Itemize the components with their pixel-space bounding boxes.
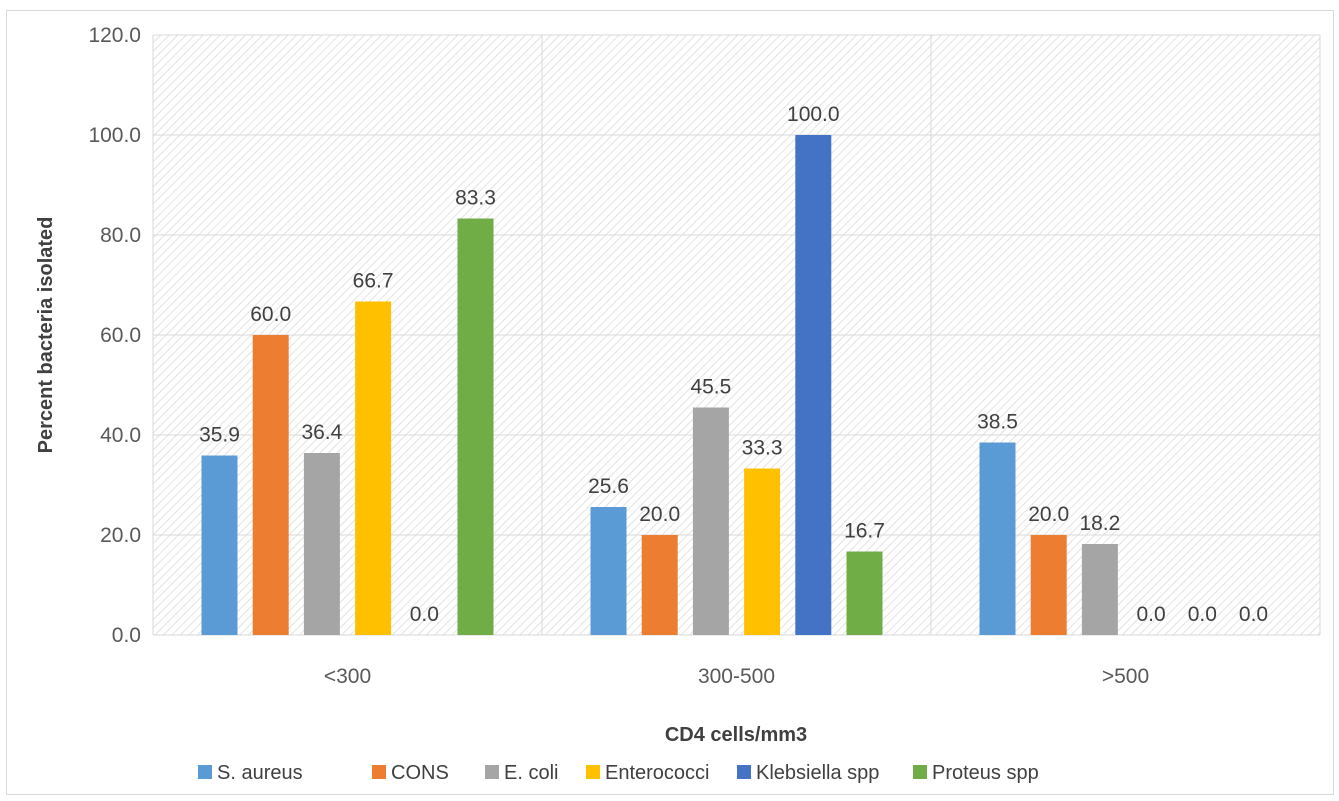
data-label: 18.2 [1079,512,1120,535]
data-label: 0.0 [1136,603,1165,626]
bar [846,551,883,635]
bar [641,535,678,635]
legend-swatch [198,765,212,779]
legend-swatch [586,765,600,779]
legend-label: Klebsiella spp [756,762,879,784]
x-tick-label: <300 [324,665,371,688]
legend-swatch [485,765,499,779]
data-label: 60.0 [250,303,291,326]
legend-label: S. aureus [217,762,303,784]
y-tick-label: 100.0 [88,124,141,147]
legend-swatch [372,765,386,779]
bar [979,442,1016,635]
data-label: 20.0 [1028,503,1069,526]
y-axis-ticks: 0.0 20.0 40.0 60.0 80.0 100.0 120.0 [88,24,141,647]
data-label: 36.4 [301,421,342,444]
x-tick-label: 300-500 [698,665,775,688]
data-label: 25.6 [588,475,629,498]
bar [1030,535,1067,635]
data-label: 100.0 [787,103,840,126]
legend-label: CONS [391,762,449,784]
bar [744,468,781,635]
data-label: 16.7 [844,520,885,543]
bar [795,135,832,635]
data-label: 0.0 [410,603,439,626]
data-label: 0.0 [1239,603,1268,626]
y-tick-label: 80.0 [100,224,141,247]
y-axis-title: Percent bacteria isolated [35,217,57,454]
y-tick-label: 40.0 [100,424,141,447]
bar [252,335,289,635]
data-label: 35.9 [199,424,240,447]
data-label: 45.5 [690,376,731,399]
y-tick-label: 20.0 [100,524,141,547]
data-label: 20.0 [639,503,680,526]
data-label: 66.7 [353,270,394,293]
bar [303,453,340,635]
y-tick-label: 60.0 [100,324,141,347]
x-axis-title: CD4 cells/mm3 [665,724,807,746]
x-axis-ticks: <300 300-500 >500 [324,665,1149,688]
bars [201,135,1118,635]
bar [590,507,627,635]
data-label: 38.5 [977,411,1018,434]
y-tick-label: 120.0 [88,24,141,47]
legend-label: Enterococci [605,762,710,784]
y-tick-label: 0.0 [112,624,141,647]
legend-swatch [737,765,751,779]
legend-label: Proteus spp [932,762,1039,784]
legend-label: E. coli [504,762,558,784]
data-label: 33.3 [742,437,783,460]
bar [201,455,238,635]
bar [457,218,494,635]
data-label: 83.3 [455,187,496,210]
bar [1081,544,1118,635]
bar [692,407,729,635]
legend: S. aureus CONS E. coli Enterococci Klebsiell… [198,762,1039,784]
x-tick-label: >500 [1102,665,1149,688]
bar [355,301,392,635]
data-labels: 35.9 60.0 36.4 66.7 0.0 83.3 25.6 20.0 45.5 33.3 1… [199,103,1268,626]
legend-swatch [913,765,927,779]
data-label: 0.0 [1188,603,1217,626]
gridlines [152,34,1321,636]
